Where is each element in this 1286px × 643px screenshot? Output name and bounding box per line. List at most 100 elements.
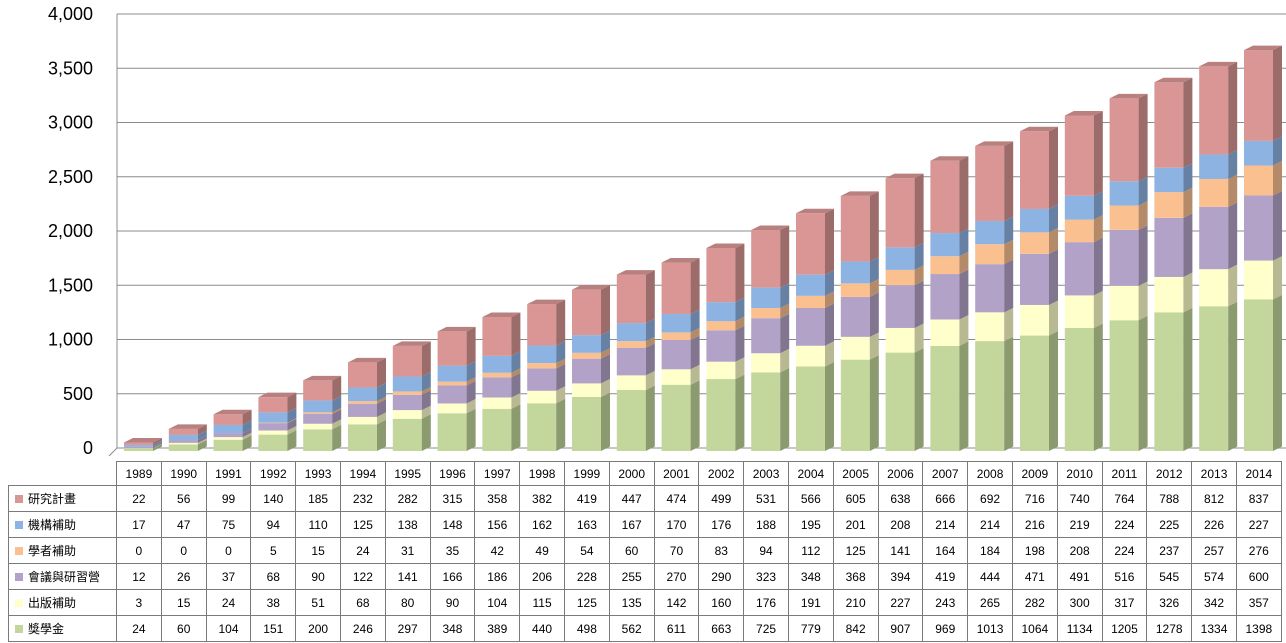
bar-segment	[706, 325, 745, 362]
data-cell: 0	[160, 537, 207, 564]
year-label: 1992	[250, 461, 297, 486]
bar-segment	[437, 380, 476, 404]
bar-top-cap	[1020, 126, 1058, 132]
bar-segment	[751, 367, 790, 451]
legend-swatch	[15, 521, 23, 529]
bar-segment	[616, 370, 655, 391]
bar-segment	[258, 418, 297, 431]
bar-segment	[527, 398, 566, 451]
bar-segment	[1154, 307, 1193, 451]
bar-segment	[348, 357, 386, 388]
bar-segment	[1199, 61, 1238, 155]
year-label: 2012	[1146, 461, 1193, 486]
bar-segment	[168, 438, 207, 445]
corner-cell	[8, 461, 117, 486]
data-cell: 49	[519, 537, 565, 564]
data-cell: 394	[877, 563, 924, 590]
bar-segment	[258, 425, 297, 435]
bars	[124, 45, 1282, 451]
data-cell: 140	[250, 485, 297, 512]
data-cell: 1013	[967, 615, 1013, 642]
bar-top-cap	[751, 225, 790, 230]
legend-entry: 學者補助	[8, 537, 117, 564]
bar-segment	[1109, 201, 1148, 230]
data-cell: 382	[519, 485, 565, 512]
data-cell: 368	[832, 563, 879, 590]
series-row: 機構補助 17 47 75 94 110 125 138 148 156 162 163 167 170 1…	[8, 511, 1282, 538]
bar-segment	[840, 332, 879, 360]
bar-segment	[168, 439, 207, 451]
bar-segment	[975, 307, 1014, 342]
y-tick-label: 500	[63, 384, 93, 404]
data-cell: 56	[160, 485, 207, 512]
bar-segment	[1109, 281, 1148, 321]
data-cell: 237	[1146, 537, 1193, 564]
data-cell: 545	[1146, 563, 1193, 590]
data-cell: 90	[295, 563, 341, 590]
data-cell: 447	[608, 485, 655, 512]
data-cell: 24	[205, 589, 252, 616]
data-cell: 90	[429, 589, 476, 616]
data-cell: 270	[653, 563, 700, 590]
data-cell: 210	[832, 589, 879, 616]
data-cell: 122	[339, 563, 386, 590]
data-cell: 842	[832, 615, 879, 642]
year-label: 2003	[743, 461, 789, 486]
bar-top-cap	[1244, 45, 1282, 51]
data-cell: 317	[1101, 589, 1148, 616]
legend-entry: 出版補助	[8, 589, 117, 616]
bar-segment	[1020, 204, 1058, 233]
bar-segment	[930, 251, 969, 275]
bar-top-cap	[840, 191, 879, 196]
data-cell: 156	[474, 511, 521, 538]
data-cell: 574	[1191, 563, 1237, 590]
bar-segment	[706, 297, 745, 322]
bar-segment	[930, 341, 969, 451]
legend-entry: 會議與研習營	[8, 563, 117, 590]
data-cell: 94	[743, 537, 789, 564]
data-cell: 104	[474, 589, 521, 616]
data-cell: 188	[743, 511, 789, 538]
year-label: 1989	[116, 461, 162, 486]
year-label: 1994	[339, 461, 386, 486]
data-cell: 342	[1191, 589, 1237, 616]
bar-segment	[1020, 331, 1058, 451]
bar-segment	[1020, 126, 1058, 209]
data-cell: 208	[877, 511, 924, 538]
bar-segment	[168, 430, 207, 441]
bar-segment	[348, 383, 386, 402]
data-cell: 837	[1235, 485, 1282, 512]
data-cell: 51	[295, 589, 341, 616]
data-cell: 201	[832, 511, 879, 538]
data-cell: 99	[205, 485, 252, 512]
bar-top-cap	[124, 438, 162, 443]
bar-segment	[213, 435, 252, 451]
data-cell: 764	[1101, 485, 1148, 512]
bar-top-cap	[572, 285, 610, 290]
legend-swatch	[15, 547, 23, 555]
data-cell: 31	[384, 537, 431, 564]
data-cell: 419	[563, 485, 610, 512]
data-cell: 1334	[1191, 615, 1237, 642]
data-cell: 170	[653, 511, 700, 538]
bar-segment	[1199, 264, 1238, 307]
data-cell: 348	[787, 563, 834, 590]
data-cell: 24	[339, 537, 386, 564]
year-label: 1997	[474, 461, 521, 486]
bar-top-cap	[482, 312, 521, 318]
y-tick-label: 3,000	[48, 113, 93, 133]
data-cell: 225	[1146, 511, 1193, 538]
data-cell: 562	[608, 615, 655, 642]
bar-top-cap	[796, 208, 834, 214]
data-cell: 440	[519, 615, 565, 642]
bar-segment	[392, 341, 431, 377]
bar-segment	[258, 418, 297, 424]
data-cell: 323	[743, 563, 789, 590]
data-cell: 243	[922, 589, 969, 616]
data-cell: 1278	[1146, 615, 1193, 642]
bar-segment	[1020, 300, 1058, 336]
data-cell: 1398	[1235, 615, 1282, 642]
data-cell: 779	[787, 615, 834, 642]
bar-segment	[303, 375, 342, 401]
data-cell: 389	[474, 615, 521, 642]
